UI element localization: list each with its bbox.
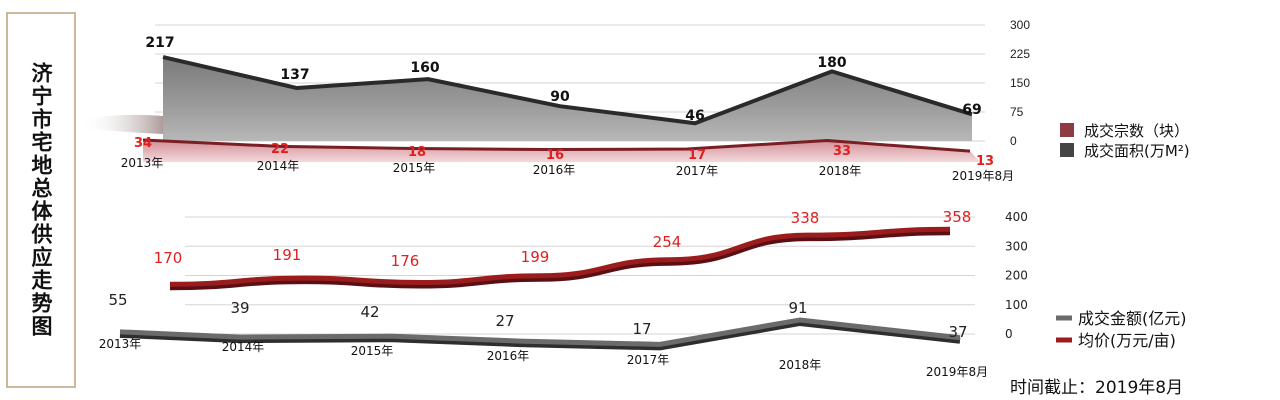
count-data-label: 13 xyxy=(976,154,994,169)
area-data-label: 46 xyxy=(685,108,704,124)
legends: 成交宗数（块） 成交面积(万M²) 成交金额(亿元) 均价(万元/亩) xyxy=(1056,122,1190,350)
amount-data-label: 55 xyxy=(108,291,127,309)
x-tick-label: 2014年 xyxy=(257,159,300,173)
y-tick-label: 300 xyxy=(1010,18,1030,32)
x-tick-label: 2015年 xyxy=(351,344,394,358)
price-data-label: 199 xyxy=(521,248,550,266)
count-data-label: 16 xyxy=(546,148,564,163)
count-data-label: 17 xyxy=(688,148,706,163)
legend-label-amount: 成交金额(亿元) xyxy=(1078,309,1187,328)
price-data-label: 191 xyxy=(273,246,302,264)
price-series-line xyxy=(169,226,951,287)
x-tick-label: 2016年 xyxy=(487,349,530,363)
area-data-label: 137 xyxy=(280,67,309,83)
area-series-ridge xyxy=(162,55,973,126)
legend-swatch-count xyxy=(1060,123,1074,137)
x-tick-label: 2017年 xyxy=(676,164,719,178)
count-series-area xyxy=(143,140,980,162)
y-tick-label: 100 xyxy=(1005,298,1028,312)
y-tick-label: 0 xyxy=(1010,134,1017,148)
price-series-shadow xyxy=(169,229,951,291)
x-tick-label: 2019年8月 xyxy=(926,365,988,379)
amount-data-label: 17 xyxy=(632,320,651,338)
x-tick-label: 2018年 xyxy=(819,164,862,178)
count-data-label: 22 xyxy=(271,142,289,157)
chart-title: 济宁市宅地总体供应走势图 xyxy=(29,62,53,338)
x-tick-label: 2013年 xyxy=(121,156,164,170)
y-tick-label: 150 xyxy=(1010,76,1030,90)
line-chart: 0 100 200 300 400 170 191 176 199 254 338 358 55 39 42… xyxy=(99,208,1028,379)
count-data-label: 18 xyxy=(408,145,426,160)
area-data-label: 180 xyxy=(817,55,846,71)
area-data-label: 217 xyxy=(145,35,174,51)
x-tick-label: 2018年 xyxy=(779,358,822,372)
x-tick-label: 2019年8月 xyxy=(952,169,1014,183)
amount-data-label: 37 xyxy=(948,323,967,341)
legend-label-price: 均价(万元/亩) xyxy=(1078,331,1176,350)
y-tick-label: 225 xyxy=(1010,47,1030,61)
legend-label-count: 成交宗数（块） xyxy=(1084,122,1189,140)
area-data-label: 69 xyxy=(962,102,981,118)
area-chart: 0 75 150 225 300 217 137 160 90 46 180 69 34 22 18 16 17… xyxy=(80,18,1030,183)
price-data-label: 170 xyxy=(154,249,183,267)
legend-swatch-area xyxy=(1060,143,1074,157)
y-tick-label: 75 xyxy=(1010,105,1024,119)
price-data-label: 176 xyxy=(391,252,420,270)
cutoff-note: 时间截止：2019年8月 xyxy=(1010,378,1184,398)
x-tick-label: 2017年 xyxy=(627,353,670,367)
amount-data-label: 91 xyxy=(788,299,807,317)
amount-data-label: 27 xyxy=(495,312,514,330)
count-data-label: 34 xyxy=(134,136,152,151)
y-tick-label: 0 xyxy=(1005,327,1013,341)
area-series-area xyxy=(163,57,972,141)
x-tick-label: 2014年 xyxy=(222,340,265,354)
amount-series-shadow xyxy=(119,319,961,351)
area-data-label: 90 xyxy=(550,89,570,105)
price-data-label: 254 xyxy=(653,233,682,251)
amount-series-line xyxy=(119,317,961,347)
count-series-ridge xyxy=(142,138,971,153)
chart-title-box: 济宁市宅地总体供应走势图 xyxy=(6,12,76,388)
y-tick-label: 200 xyxy=(1005,269,1028,283)
price-data-label: 338 xyxy=(791,209,820,227)
price-data-label: 358 xyxy=(943,208,972,226)
area-data-label: 160 xyxy=(410,60,439,76)
amount-data-label: 42 xyxy=(360,303,379,321)
amount-data-label: 39 xyxy=(230,299,249,317)
x-tick-label: 2016年 xyxy=(533,163,576,177)
count-data-label: 33 xyxy=(833,144,851,159)
x-tick-label: 2013年 xyxy=(99,337,142,351)
x-tick-label: 2015年 xyxy=(393,161,436,175)
y-tick-label: 300 xyxy=(1005,239,1028,253)
shadow-decoration xyxy=(80,114,163,134)
legend-label-area: 成交面积(万M²) xyxy=(1084,142,1190,160)
y-tick-label: 400 xyxy=(1005,210,1028,224)
